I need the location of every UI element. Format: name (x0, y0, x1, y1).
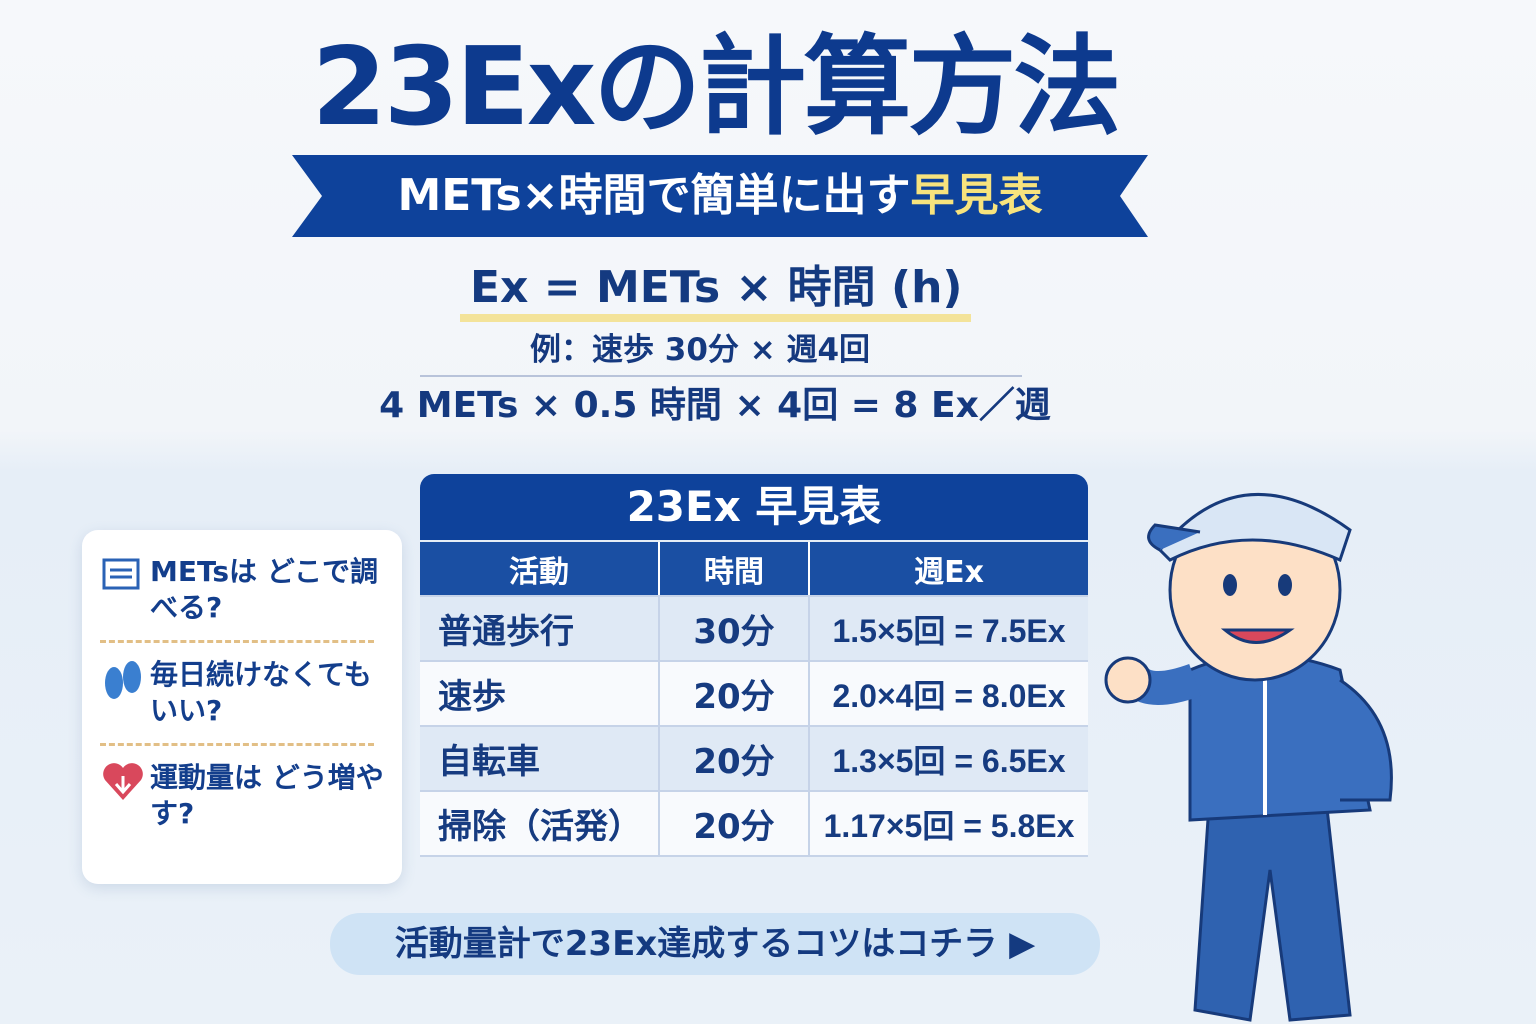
time-cell: 20分 (660, 792, 810, 855)
example-text: 例：速歩 30分 × 週4回 (529, 332, 871, 368)
faq-text: 運動量は どう増やす? (150, 761, 384, 830)
formula: Ex = METs × 時間 (h) (460, 262, 971, 322)
table-header-row: 活動 時間 週Ex (420, 542, 1088, 597)
faq-text: 毎日続けなくても いい? (150, 658, 372, 727)
time-cell: 20分 (660, 662, 810, 725)
page-title: 23Exの計算方法 (311, 25, 1122, 150)
ex-cell: 1.3×5回 = 6.5Ex (832, 742, 1066, 779)
activity-cell: 速歩 (420, 662, 660, 725)
mascot-illustration (1104, 492, 1393, 1022)
subtitle-ribbon: METs×時間で簡単に出す早見表 (292, 155, 1148, 237)
table-row: 普通歩行 30分 1.5×5回 = 7.5Ex (420, 597, 1088, 662)
column-header: 活動 (420, 542, 660, 595)
table-title: 23Ex 早見表 (420, 474, 1088, 540)
ex-cell: 2.0×4回 = 8.0Ex (832, 677, 1066, 714)
cta-link[interactable]: 活動量計で23Ex達成するコツはコチラ ▶ (330, 913, 1100, 975)
footprints-icon (100, 657, 144, 729)
table-row: 自転車 20分 1.3×5回 = 6.5Ex (420, 727, 1088, 792)
time-cell: 20分 (660, 727, 810, 790)
quick-reference-table: 23Ex 早見表 活動 時間 週Ex 普通歩行 30分 1.5×5回 = 7.5Ex… (420, 474, 1088, 857)
document-icon (100, 554, 144, 626)
faq-item[interactable]: 運動量は どう増やす? (100, 760, 388, 832)
calculation: 4 METs × 0.5 時間 × 4回 = 8 Ex／週 (379, 385, 1051, 426)
table-row: 掃除（活発） 20分 1.17×5回 = 5.8Ex (420, 792, 1088, 857)
faq-item[interactable]: 毎日続けなくても いい? (100, 657, 388, 729)
dashed-divider (100, 640, 374, 643)
ribbon-highlight: 早見表 (910, 170, 1043, 221)
faq-item[interactable]: METsは どこで調べる? (100, 554, 388, 626)
column-header: 週Ex (914, 554, 984, 590)
table-row: 速歩 20分 2.0×4回 = 8.0Ex (420, 662, 1088, 727)
activity-cell: 普通歩行 (420, 597, 660, 660)
dashed-divider (100, 743, 374, 746)
activity-cell: 掃除（活発） (420, 792, 660, 855)
heart-icon (100, 760, 144, 832)
divider (420, 375, 1022, 377)
ribbon-text: METs×時間で簡単に出す (397, 170, 911, 221)
time-cell: 30分 (660, 597, 810, 660)
ribbon-shape (292, 155, 1148, 237)
ex-cell: 1.5×5回 = 7.5Ex (832, 612, 1066, 649)
ex-cell: 1.17×5回 = 5.8Ex (823, 807, 1075, 844)
faq-text: METsは どこで調べる? (150, 555, 378, 624)
column-header: 時間 (660, 542, 810, 595)
faq-card: METsは どこで調べる? 毎日続けなくても いい? 運動量は どう増やす? (82, 530, 402, 884)
activity-cell: 自転車 (420, 727, 660, 790)
